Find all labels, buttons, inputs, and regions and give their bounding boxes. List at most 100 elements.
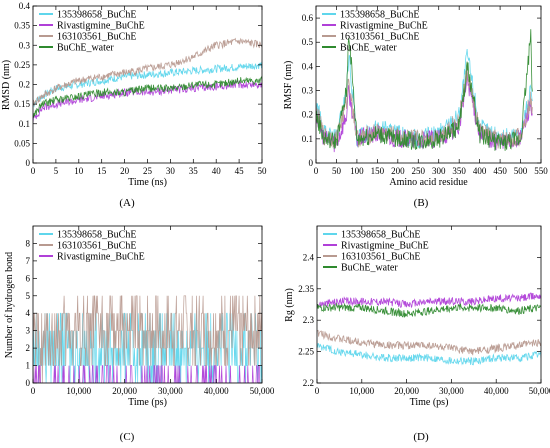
y-tick-label: 4 [26,308,31,318]
legend: 135398658_BuChERivastigmine_BuChE1631035… [322,10,428,54]
y-tick-label: 0.6 [302,13,314,23]
y-tick-label: 0.2 [302,110,313,120]
legend-entry: Rivastigmine_BuChE [341,241,429,252]
panel-label: (D) [413,431,429,443]
y-tick-label: 2.35 [298,284,314,294]
y-tick-label: 2.2 [303,378,314,388]
y-tick-label: 2.3 [303,315,315,325]
series-line-163103561-buche [33,295,262,383]
y-tick-label: 0.1 [19,119,30,129]
x-tick-label: 50 [258,166,268,176]
panel-d: 0 10,000 20,000 30,000 40,000 50,000 2.2 2.25 2.… [284,225,550,443]
y-tick-label: 0.5 [302,37,314,47]
x-tick-label: 550 [534,166,548,176]
y-tick-label: 0.15 [14,99,30,109]
y-tick-label: 2.25 [298,347,314,357]
x-tick-label: 150 [371,166,385,176]
legend: 135398658_BuChERivastigmine_BuChE1631035… [39,10,145,54]
x-axis-label: Amino acid residue [389,177,468,188]
x-tick-label: 100 [350,166,364,176]
x-axis-label: Time (ns) [128,177,167,188]
x-tick-label: 500 [514,166,528,176]
legend: 135398658_BuChERivastigmine_BuChE1631035… [323,230,429,274]
x-tick-label: 0 [31,166,36,176]
y-tick-label: 0.05 [14,138,30,148]
y-tick-label: 2 [26,343,31,353]
plot-area [316,29,533,153]
x-tick-label: 200 [391,166,405,176]
series-line-buche-water [317,302,541,318]
x-axis-label: Time (ps) [410,397,449,408]
x-tick-label: 400 [473,166,487,176]
y-tick-label: 7 [26,256,31,266]
series-line-163103561-buche [317,329,541,356]
axes-frame [315,5,542,164]
legend-entry: 163103561_BuChE [341,252,420,263]
x-tick-label: 10,000 [66,386,91,396]
series-line-rivastigmine-buche [33,80,262,123]
x-tick-label: 15 [97,166,107,176]
y-tick-label: 0.3 [19,40,31,50]
y-tick-label: 0.3 [302,86,314,96]
x-tick-label: 25 [143,166,153,176]
legend-entry: 163103561_BuChE [57,32,136,43]
y-tick-label: 0 [26,158,31,168]
series-line-rivastigmine-buche [317,292,541,309]
legend-entry: Rivastigmine_BuChE [57,21,145,32]
legend-entry: 135398658_BuChE [57,10,136,21]
y-tick-label: 3 [26,326,31,336]
x-tick-label: 30,000 [158,386,183,396]
panel-label: (C) [120,431,135,443]
y-tick-label: 0.35 [14,21,30,31]
legend-entry: BuChE_water [57,43,114,54]
x-tick-label: 35 [189,166,199,176]
legend-entry: BuChE_water [340,43,397,54]
legend-entry: 135398658_BuChE [341,230,420,241]
x-tick-label: 30 [166,166,176,176]
legend-entry: Rivastigmine_BuChE [340,21,428,32]
x-tick-label: 250 [412,166,426,176]
series-line-rivastigmine-buche [33,365,262,383]
x-tick-label: 30,000 [439,386,464,396]
y-tick-label: 2.4 [303,252,315,262]
y-tick-label: 0 [26,378,31,388]
x-axis-label: Time (ps) [128,397,167,408]
x-tick-label: 10,000 [349,386,374,396]
x-tick-label: 300 [432,166,446,176]
series-line-135398658-buche [33,61,262,108]
x-tick-label: 40,000 [204,386,229,396]
y-tick-label: 0 [309,158,314,168]
panel-label: (A) [119,197,135,209]
x-tick-label: 20,000 [394,386,419,396]
x-tick-label: 350 [452,166,466,176]
x-tick-label: 20,000 [112,386,137,396]
x-tick-label: 40 [212,166,222,176]
legend-entry: Rivastigmine_BuChE [57,252,145,263]
plot-area [33,295,262,383]
series-line-buche-water [316,29,533,151]
x-tick-label: 0 [314,166,319,176]
axes-frame [316,225,542,384]
y-tick-label: 8 [26,238,31,248]
series-line-rivastigmine-buche [316,72,533,153]
y-axis-label: Number of hydrogen bond [4,252,15,358]
x-tick-label: 5 [54,166,59,176]
x-tick-label: 10 [74,166,84,176]
series-line-buche-water [33,75,262,118]
panel-label: (B) [414,197,429,209]
y-tick-label: 5 [26,291,31,301]
series-line-163103561-buche [33,37,262,106]
legend-entry: BuChE_water [341,263,398,274]
y-axis-label: Rg (nm) [284,288,295,322]
y-tick-label: 0.1 [302,134,313,144]
legend-entry: 163103561_BuChE [57,241,136,252]
plot-area [317,292,541,366]
panel-c: 0 10,000 20,000 30,000 40,000 50,000 0 1 2 3 4 5 6 7 8… [4,225,275,443]
plot-area [33,37,262,123]
y-tick-label: 0.4 [19,1,31,11]
y-tick-label: 0.4 [302,61,314,71]
x-tick-label: 45 [235,166,245,176]
x-tick-label: 40,000 [484,386,509,396]
x-tick-label: 450 [493,166,507,176]
